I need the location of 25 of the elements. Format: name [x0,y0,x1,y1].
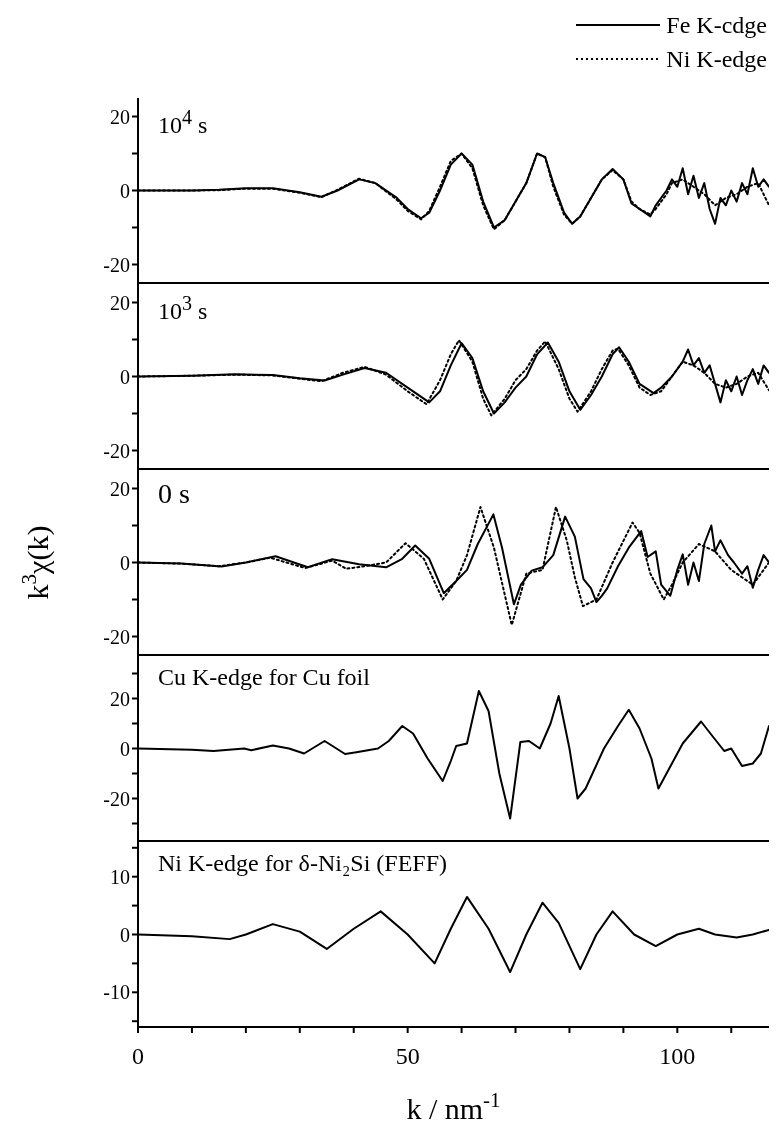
y-tick-label: 0 [120,551,130,574]
x-tick-label: 100 [659,1043,696,1070]
y-tick-label: 20 [110,105,130,128]
y-tick-label: 20 [110,477,130,500]
y-tick-label: 0 [120,737,130,760]
y-tick-label: -20 [103,439,130,462]
x-axis-title: k / nm$^{-1}$ [406,1088,501,1125]
annotation: 0 s [158,478,190,510]
annotation: 10$^{4}$ s [158,106,208,139]
y-tick-label: 0 [120,179,130,202]
y-tick-label: -10 [103,981,130,1004]
y-tick-label: -20 [103,787,130,810]
y-tick-label: 0 [120,365,130,388]
y-tick-label: -20 [103,253,130,276]
y-tick-label: 20 [110,291,130,314]
annotation: Cu K-edge for Cu foil [158,664,370,691]
x-tick-label: 50 [395,1043,420,1070]
y-tick-label: -20 [103,625,130,648]
y-tick-label: 20 [110,687,130,710]
annotation: Ni K-edge for δ-Ni₂Si (FEFF) [158,850,447,877]
y-tick-label: 0 [120,923,130,946]
y-tick-label: 10 [110,865,130,888]
annotation: 10$^{3}$ s [158,292,208,325]
legend-label: Ni K-edge [666,45,767,73]
legend-label: Fe K-cdge [666,11,767,39]
